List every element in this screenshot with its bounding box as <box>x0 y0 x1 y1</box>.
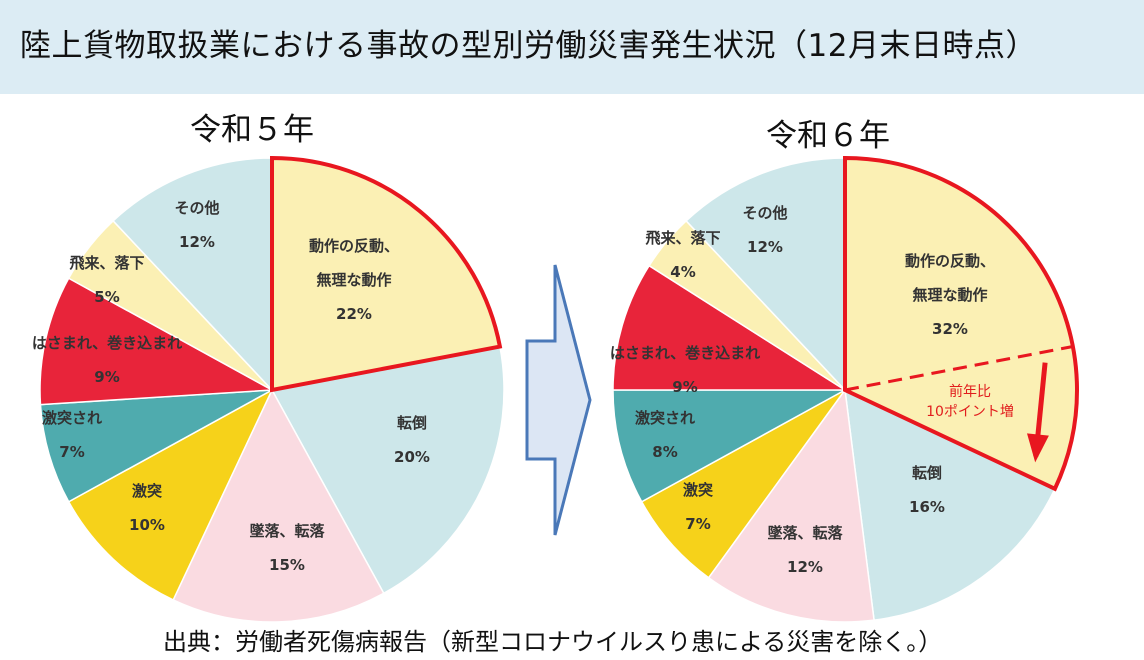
slice-name-label: 激突され <box>42 409 102 427</box>
source-note: 出典：労働者死傷病報告（新型コロナウイルスり患による災害を除く。） <box>163 628 943 656</box>
slice-value-label: 20% <box>394 448 430 466</box>
transition-arrow <box>525 264 592 536</box>
slice-value-label: 15% <box>269 556 305 574</box>
chart-title: 陸上貨物取扱業における事故の型別労働災害発生状況（12月末日時点） <box>20 28 1037 64</box>
slice-name-label: 無理な動作 <box>316 271 391 289</box>
slice-value-label: 8% <box>652 443 677 461</box>
slice-value-label: 12% <box>747 238 783 256</box>
pie-slice <box>612 389 846 503</box>
slice-name-label: 激突 <box>132 482 162 500</box>
slice-value-label: 32% <box>932 320 968 338</box>
pie-slice <box>39 277 275 406</box>
slice-name-label: 激突され <box>635 409 695 427</box>
slice-name-label: はさまれ、巻き込まれ <box>610 344 760 362</box>
slice-name-label: 墜落、転落 <box>767 524 843 542</box>
slice-name-label: 転倒 <box>912 464 942 482</box>
slice-name-label: その他 <box>174 199 219 217</box>
previous-year-boundary <box>844 345 1074 392</box>
slice-name-label: 飛来、落下 <box>68 254 144 272</box>
pie-chart-r5: 動作の反動、無理な動作 22% 転倒 20% 墜落、転落 15% 激突 10% 激突され 7% はさ… <box>32 155 505 623</box>
pie-slice <box>270 345 505 595</box>
pie-slice <box>67 388 274 601</box>
pie-slice <box>112 157 273 392</box>
slice-name-label: 墜落、転落 <box>249 522 325 540</box>
slice-name-label: その他 <box>742 204 787 222</box>
pie-slice <box>39 389 273 503</box>
increase-arrow-head <box>1027 433 1049 463</box>
pie-slice <box>844 388 1056 622</box>
slice-name-label: 転倒 <box>397 414 427 432</box>
highlight-outline <box>843 155 1079 492</box>
slice-name-label: 動作の反動、 <box>309 237 399 255</box>
slice-value-label: 7% <box>59 443 84 461</box>
slice-name-label: 無理な動作 <box>912 286 987 304</box>
slice-value-label: 10% <box>129 516 165 534</box>
slice-value-label: 12% <box>179 233 215 251</box>
title-banner: 陸上貨物取扱業における事故の型別労働災害発生状況（12月末日時点） <box>0 0 1144 94</box>
pie-chart-r6: 動作の反動、無理な動作 32% 転倒 16% 墜落、転落 12% 激突 7% 激突され 8% はさま… <box>610 155 1079 623</box>
pie-title-r5: 令和５年 <box>190 112 314 148</box>
slice-value-label: 7% <box>685 515 710 533</box>
slice-value-label: 9% <box>94 368 119 386</box>
pie-slice <box>685 157 846 392</box>
slice-value-label: 22% <box>336 305 372 323</box>
increase-note: 10ポイント増 <box>926 404 1014 420</box>
pie-slice <box>707 388 875 623</box>
highlight-outline <box>270 155 503 393</box>
slice-value-label: 4% <box>670 263 695 281</box>
slice-name-label: 激突 <box>683 481 713 499</box>
slice-name-label: はさまれ、巻き込まれ <box>32 334 182 352</box>
pie-slice <box>640 389 846 579</box>
slice-name-label: 動作の反動、 <box>905 252 995 270</box>
slice-value-label: 12% <box>787 558 823 576</box>
slice-value-label: 16% <box>909 498 945 516</box>
slice-name-label: 飛来、落下 <box>644 229 720 247</box>
pie-title-r6: 令和６年 <box>766 118 890 154</box>
slice-value-label: 9% <box>672 378 697 396</box>
pie-slice <box>612 264 848 391</box>
pie-slice <box>172 388 385 623</box>
increase-note: 前年比 <box>949 383 991 400</box>
slice-value-label: 5% <box>94 288 119 306</box>
